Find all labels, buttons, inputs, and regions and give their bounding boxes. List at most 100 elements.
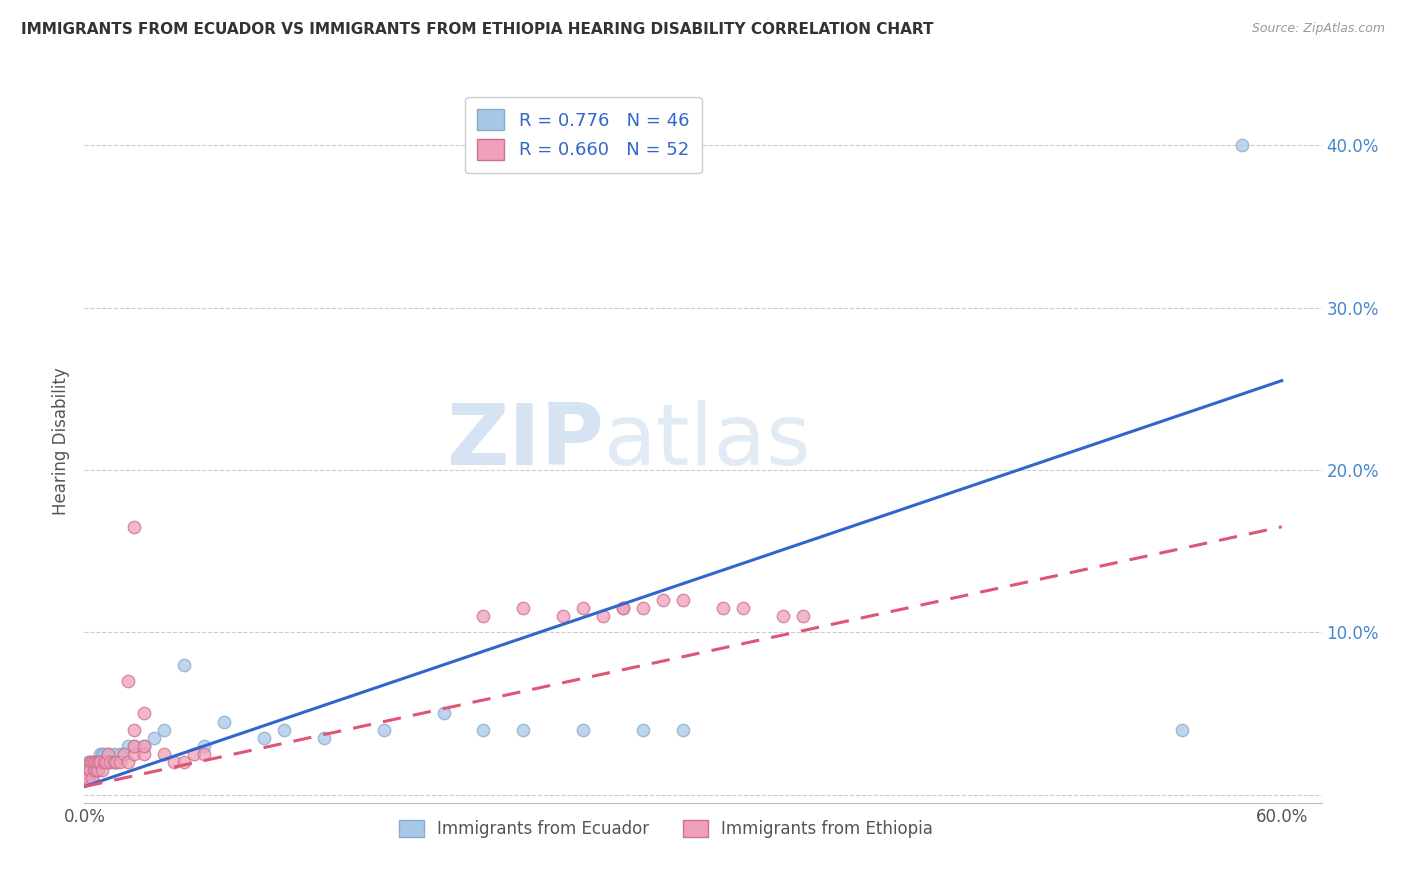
Point bbox=[512, 601, 534, 615]
Point bbox=[612, 601, 634, 615]
Point bbox=[612, 601, 634, 615]
Point bbox=[91, 747, 114, 761]
Point bbox=[472, 609, 495, 624]
Point bbox=[112, 747, 135, 761]
Point bbox=[82, 772, 104, 786]
Point bbox=[110, 747, 132, 761]
Point bbox=[672, 592, 695, 607]
Point bbox=[79, 764, 101, 778]
Point bbox=[122, 747, 145, 761]
Point bbox=[117, 673, 139, 688]
Point bbox=[75, 772, 97, 786]
Point bbox=[122, 723, 145, 737]
Point bbox=[89, 755, 111, 769]
Point bbox=[77, 764, 100, 778]
Point bbox=[711, 601, 734, 615]
Point bbox=[312, 731, 335, 745]
Point bbox=[82, 755, 104, 769]
Point bbox=[572, 723, 595, 737]
Point bbox=[122, 739, 145, 753]
Text: IMMIGRANTS FROM ECUADOR VS IMMIGRANTS FROM ETHIOPIA HEARING DISABILITY CORRELATI: IMMIGRANTS FROM ECUADOR VS IMMIGRANTS FR… bbox=[21, 22, 934, 37]
Point bbox=[105, 755, 128, 769]
Point bbox=[122, 739, 145, 753]
Point bbox=[87, 755, 110, 769]
Point bbox=[83, 764, 105, 778]
Point bbox=[212, 714, 235, 729]
Y-axis label: Hearing Disability: Hearing Disability bbox=[52, 368, 70, 516]
Point bbox=[86, 755, 108, 769]
Point bbox=[110, 755, 132, 769]
Point bbox=[75, 772, 97, 786]
Point bbox=[731, 601, 754, 615]
Legend: Immigrants from Ecuador, Immigrants from Ethiopia: Immigrants from Ecuador, Immigrants from… bbox=[392, 814, 939, 845]
Point bbox=[173, 657, 195, 672]
Point bbox=[89, 747, 111, 761]
Point bbox=[96, 755, 118, 769]
Point bbox=[117, 739, 139, 753]
Point bbox=[103, 755, 125, 769]
Point bbox=[134, 739, 156, 753]
Point bbox=[91, 755, 114, 769]
Point bbox=[273, 723, 295, 737]
Text: ZIP: ZIP bbox=[446, 400, 605, 483]
Point bbox=[87, 764, 110, 778]
Point bbox=[93, 747, 115, 761]
Point bbox=[87, 764, 110, 778]
Point bbox=[253, 731, 276, 745]
Point bbox=[193, 739, 215, 753]
Point bbox=[134, 739, 156, 753]
Point bbox=[153, 723, 176, 737]
Point bbox=[91, 764, 114, 778]
Point bbox=[105, 755, 128, 769]
Point bbox=[134, 747, 156, 761]
Point bbox=[77, 764, 100, 778]
Text: atlas: atlas bbox=[605, 400, 813, 483]
Point bbox=[512, 723, 534, 737]
Point bbox=[472, 723, 495, 737]
Point bbox=[89, 755, 111, 769]
Point bbox=[117, 755, 139, 769]
Point bbox=[112, 747, 135, 761]
Point bbox=[86, 764, 108, 778]
Point bbox=[96, 755, 118, 769]
Point bbox=[86, 755, 108, 769]
Point bbox=[97, 747, 120, 761]
Point bbox=[83, 764, 105, 778]
Point bbox=[79, 755, 101, 769]
Point bbox=[89, 755, 111, 769]
Point bbox=[631, 723, 654, 737]
Point bbox=[103, 747, 125, 761]
Point bbox=[572, 601, 595, 615]
Point bbox=[82, 755, 104, 769]
Point bbox=[79, 755, 101, 769]
Point bbox=[792, 609, 814, 624]
Point bbox=[432, 706, 454, 721]
Point bbox=[122, 520, 145, 534]
Point bbox=[82, 772, 104, 786]
Point bbox=[93, 755, 115, 769]
Point bbox=[163, 755, 186, 769]
Point bbox=[652, 592, 675, 607]
Point bbox=[77, 772, 100, 786]
Point bbox=[183, 747, 205, 761]
Point bbox=[631, 601, 654, 615]
Point bbox=[1171, 723, 1194, 737]
Point bbox=[134, 706, 156, 721]
Point bbox=[553, 609, 575, 624]
Point bbox=[772, 609, 794, 624]
Point bbox=[77, 755, 100, 769]
Point bbox=[83, 755, 105, 769]
Point bbox=[672, 723, 695, 737]
Point bbox=[79, 772, 101, 786]
Point bbox=[86, 764, 108, 778]
Point bbox=[143, 731, 166, 745]
Point bbox=[98, 755, 121, 769]
Point bbox=[373, 723, 395, 737]
Point bbox=[173, 755, 195, 769]
Point bbox=[1230, 138, 1253, 153]
Point bbox=[592, 609, 614, 624]
Point bbox=[87, 755, 110, 769]
Point bbox=[93, 755, 115, 769]
Text: Source: ZipAtlas.com: Source: ZipAtlas.com bbox=[1251, 22, 1385, 36]
Point bbox=[97, 747, 120, 761]
